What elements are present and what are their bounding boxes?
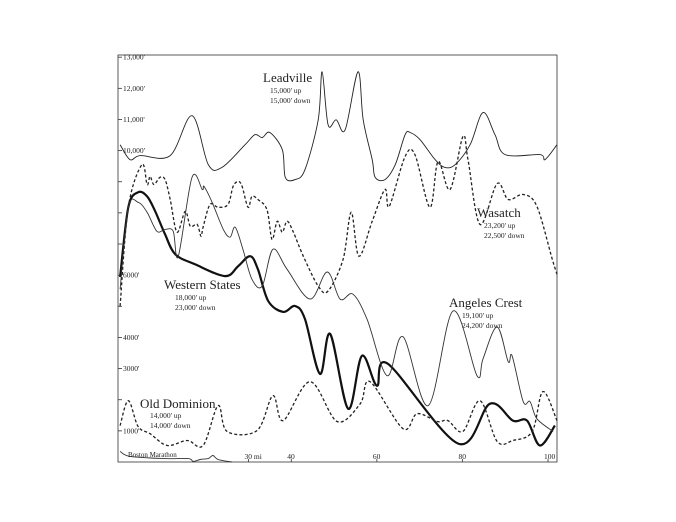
series-name: Wasatch <box>477 205 521 220</box>
series-name: Angeles Crest <box>449 295 523 310</box>
series-line-wasatch <box>119 134 558 307</box>
series-up: 18,000' up <box>175 293 207 302</box>
y-tick-label: 13,000' <box>123 53 146 62</box>
x-tick-label: 40 <box>287 452 295 461</box>
y-tick-label: 10,000' <box>123 146 146 155</box>
series-down: 14,000' down <box>150 421 191 430</box>
series-line-old-dominion <box>119 380 558 448</box>
x-tick-label: 100 <box>544 452 556 461</box>
y-axis: 13,000' 12,000' 11,000' 10,000' 6000' 4000' 30… <box>118 53 146 435</box>
series-name: Leadville <box>263 70 312 85</box>
series-up: 19,100' up <box>462 311 494 320</box>
series-name: Old Dominion <box>140 396 216 411</box>
series-up: 14,000' up <box>150 411 182 420</box>
y-tick-label: 3000' <box>123 364 140 373</box>
label-angeles-crest: Angeles Crest 19,100' up 24,200' down <box>449 295 523 330</box>
label-wasatch: Wasatch 23,200' up 22,500' down <box>477 205 525 240</box>
label-boston-marathon: Boston Marathon <box>128 451 177 459</box>
label-western-states: Western States 18,000' up 23,000' down <box>164 277 241 312</box>
series-down: 22,500' down <box>484 231 525 240</box>
x-tick-label: 60 <box>373 452 381 461</box>
x-axis: 30 mi 40 60 80 100 <box>245 452 556 462</box>
series-line-angeles-crest <box>119 173 554 432</box>
y-tick-label: 1000' <box>123 426 140 435</box>
y-tick-label: 11,000' <box>123 115 145 124</box>
label-leadville: Leadville 15,000' up 15,000' down <box>263 70 312 105</box>
series-line-leadville <box>119 71 558 182</box>
series-down: 24,200' down <box>462 321 503 330</box>
y-tick-label: 6000' <box>123 271 140 280</box>
x-tick-label: 80 <box>458 452 466 461</box>
series-down: 15,000' down <box>270 96 311 105</box>
label-old-dominion: Old Dominion 14,000' up 14,000' down <box>140 396 216 430</box>
y-tick-label: 4000' <box>123 333 140 342</box>
plot-frame <box>117 54 558 463</box>
series-line-boston-marathon <box>119 450 233 463</box>
series-name: Western States <box>164 277 241 292</box>
series-lines <box>119 71 558 463</box>
series-name: Boston Marathon <box>128 451 177 459</box>
series-up: 23,200' up <box>484 221 516 230</box>
x-tick-label: 30 mi <box>245 452 262 461</box>
series-line-western-states <box>119 190 556 447</box>
y-tick-label: 12,000' <box>123 84 146 93</box>
series-up: 15,000' up <box>270 86 302 95</box>
series-down: 23,000' down <box>175 303 216 312</box>
